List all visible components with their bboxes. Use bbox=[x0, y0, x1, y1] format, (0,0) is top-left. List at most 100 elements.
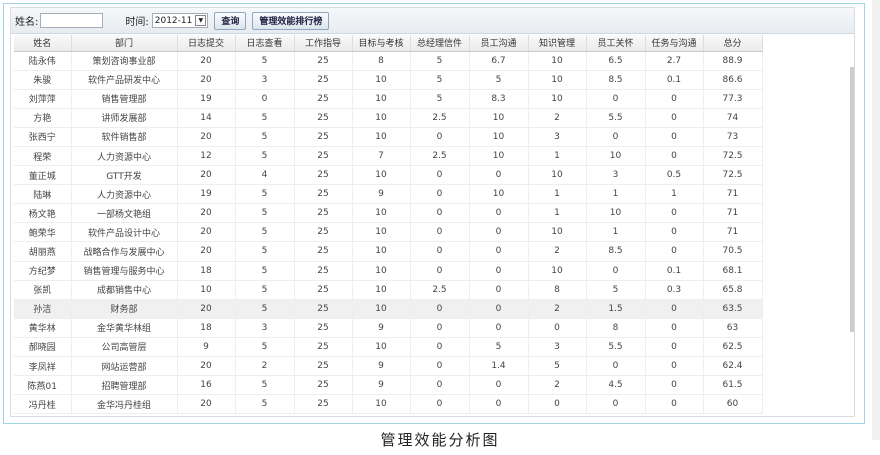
table-row[interactable]: 刘萍萍 销售管理部 19 0 25 10 5 8.3 10 0 0 77.3 bbox=[14, 89, 763, 109]
table-cell: 20 bbox=[177, 299, 236, 319]
column-header[interactable]: 姓名 bbox=[14, 35, 72, 52]
table-cell: 5 bbox=[410, 51, 470, 71]
table-cell: 战略合作与发展中心 bbox=[71, 241, 178, 262]
table-cell: 0 bbox=[469, 299, 529, 319]
column-header[interactable]: 员工关怀 bbox=[586, 35, 646, 52]
table-cell: 0 bbox=[410, 318, 470, 338]
ranking-button[interactable]: 管理效能排行榜 bbox=[252, 11, 330, 30]
table-cell: 0 bbox=[645, 337, 704, 358]
table-row[interactable]: 冯丹桂 金华冯丹桂组 20 5 25 10 0 0 0 0 0 60 bbox=[14, 394, 763, 415]
table-cell: 鲍荣华 bbox=[14, 222, 72, 243]
query-button[interactable]: 查询 bbox=[214, 11, 247, 30]
table-row[interactable]: 程荣 人力资源中心 12 5 25 7 2.5 10 1 10 0 72.5 bbox=[14, 146, 763, 167]
table-cell: 方艳 bbox=[14, 108, 72, 128]
table-cell: 0 bbox=[645, 146, 704, 167]
table-cell: 25 bbox=[294, 184, 353, 205]
table-row[interactable]: 郝晓园 公司高管层 9 5 25 10 0 5 3 5.5 0 62.5 bbox=[14, 337, 763, 358]
table-row[interactable]: 朱骏 软件产品研发中心 20 3 25 10 5 5 10 8.5 0.1 86.6 bbox=[14, 70, 763, 90]
column-header[interactable]: 总经理信件 bbox=[410, 35, 470, 52]
table-row[interactable]: 董正城 GTT开发 20 4 25 10 0 0 10 3 0.5 72.5 bbox=[14, 165, 763, 186]
column-header[interactable]: 目标与考核 bbox=[352, 35, 411, 52]
table-cell: 16 bbox=[177, 375, 236, 396]
table-cell: 71 bbox=[703, 184, 763, 205]
table-cell: 财务部 bbox=[71, 299, 178, 319]
table-cell: 4.5 bbox=[586, 375, 646, 396]
table-cell: 0 bbox=[410, 299, 470, 319]
table-row[interactable]: 陆永伟 策划咨询事业部 20 5 25 8 5 6.7 10 6.5 2.7 88.9 bbox=[14, 51, 763, 71]
table-row[interactable]: 方艳 讲师发展部 14 5 25 10 2.5 10 2 5.5 0 74 bbox=[14, 108, 763, 128]
table-cell: 5.5 bbox=[586, 337, 646, 358]
table-cell: 销售管理部 bbox=[71, 89, 178, 109]
table-row[interactable]: 胡丽燕 战略合作与发展中心 20 5 25 10 0 0 2 8.5 0 70.5 bbox=[14, 241, 763, 262]
vertical-scrollbar[interactable] bbox=[850, 67, 854, 332]
table-cell: 5 bbox=[469, 70, 529, 90]
table-cell: 0 bbox=[645, 89, 704, 109]
table-row[interactable]: 杨文艳 一部杨文艳组 20 5 25 10 0 0 1 10 0 71 bbox=[14, 203, 763, 224]
column-header[interactable]: 总分 bbox=[703, 35, 763, 52]
table-cell: 0 bbox=[645, 375, 704, 396]
table-cell: 10 bbox=[528, 70, 587, 90]
time-select[interactable]: 2012-11 ▼ bbox=[151, 13, 209, 28]
table-cell: 2 bbox=[235, 356, 295, 377]
table-row[interactable]: 李凤祥 网站运营部 20 2 25 9 0 1.4 5 0 0 62.4 bbox=[14, 356, 763, 377]
table-row[interactable]: 鲍荣华 软件产品设计中心 20 5 25 10 0 0 10 1 0 71 bbox=[14, 222, 763, 243]
table-cell: 0 bbox=[528, 394, 587, 415]
table-cell: 10 bbox=[352, 127, 411, 147]
table-cell: 10 bbox=[352, 337, 411, 358]
column-header[interactable]: 员工沟通 bbox=[469, 35, 529, 52]
table-cell: 0 bbox=[586, 127, 646, 147]
table-cell: 10 bbox=[469, 127, 529, 147]
name-input[interactable] bbox=[40, 13, 104, 28]
table-cell: 金华冯丹桂组 bbox=[71, 394, 178, 415]
table-row[interactable]: 张西宁 软件销售部 20 5 25 10 0 10 3 0 0 73 bbox=[14, 127, 763, 147]
table-cell: 5 bbox=[235, 394, 295, 415]
table-cell: 2.7 bbox=[645, 51, 704, 71]
column-header[interactable]: 日志查看 bbox=[235, 35, 295, 52]
table-cell: 10 bbox=[528, 165, 587, 186]
table-row[interactable]: 张凯 成都销售中心 10 5 25 10 2.5 0 8 5 0.3 65.8 bbox=[14, 280, 763, 300]
column-header[interactable]: 任务与沟通 bbox=[645, 35, 704, 52]
table-cell: 25 bbox=[294, 241, 353, 262]
table-cell: 2 bbox=[528, 299, 587, 319]
table-cell: 董正城 bbox=[14, 165, 72, 186]
page-edge bbox=[872, 0, 880, 440]
table-cell: 0 bbox=[469, 394, 529, 415]
table-cell: 25 bbox=[294, 51, 353, 71]
table-row[interactable]: 陆琳 人力资源中心 19 5 25 9 0 10 1 1 1 71 bbox=[14, 184, 763, 205]
table-cell: 1 bbox=[528, 184, 587, 205]
table-cell: 人力资源中心 bbox=[71, 184, 178, 205]
table-cell: 程荣 bbox=[14, 146, 72, 167]
column-header[interactable]: 工作指导 bbox=[294, 35, 353, 52]
chevron-down-icon[interactable]: ▼ bbox=[195, 15, 207, 26]
table-cell: 3 bbox=[235, 70, 295, 90]
table-cell: 25 bbox=[294, 318, 353, 338]
table-row[interactable]: 方纪梦 销售管理与服务中心 18 5 25 10 0 0 10 0 0.1 68.1 bbox=[14, 261, 763, 281]
table-cell: 杨文艳 bbox=[14, 203, 72, 224]
table-cell: 1 bbox=[528, 146, 587, 167]
table-cell: 5 bbox=[235, 184, 295, 205]
table-cell: 9 bbox=[352, 184, 411, 205]
column-header[interactable]: 知识管理 bbox=[528, 35, 587, 52]
table-cell: 5 bbox=[235, 337, 295, 358]
table-cell: 25 bbox=[294, 203, 353, 224]
table-cell: 0 bbox=[410, 203, 470, 224]
table-cell: 7 bbox=[352, 146, 411, 167]
table-cell: 20 bbox=[177, 203, 236, 224]
column-header[interactable]: 部门 bbox=[71, 35, 178, 52]
table-cell: 0 bbox=[645, 241, 704, 262]
table-cell: 73 bbox=[703, 127, 763, 147]
table-cell: 0 bbox=[469, 241, 529, 262]
table-cell: 10 bbox=[352, 165, 411, 186]
time-label: 时间: bbox=[125, 17, 149, 28]
table-cell: 0 bbox=[645, 299, 704, 319]
table-row[interactable]: 孙洁 财务部 20 5 25 10 0 0 2 1.5 0 63.5 bbox=[14, 299, 763, 319]
table-cell: 8 bbox=[528, 280, 587, 300]
column-header[interactable]: 日志提交 bbox=[177, 35, 236, 52]
table-row[interactable]: 陈燕01 招聘管理部 16 5 25 9 0 0 2 4.5 0 61.5 bbox=[14, 375, 763, 396]
table-row[interactable]: 黄华林 金华黄华林组 18 3 25 9 0 0 0 8 0 63 bbox=[14, 318, 763, 338]
table-cell: 5 bbox=[235, 241, 295, 262]
efficiency-table: 姓名 部门 日志提交 日志查看 工作指导 目标与考核 总经理信件 员工沟通 知识管理 员工关怀 任务… bbox=[14, 35, 763, 415]
table-cell: 0 bbox=[645, 203, 704, 224]
table-cell: 86.6 bbox=[703, 70, 763, 90]
table-cell: 20 bbox=[177, 222, 236, 243]
